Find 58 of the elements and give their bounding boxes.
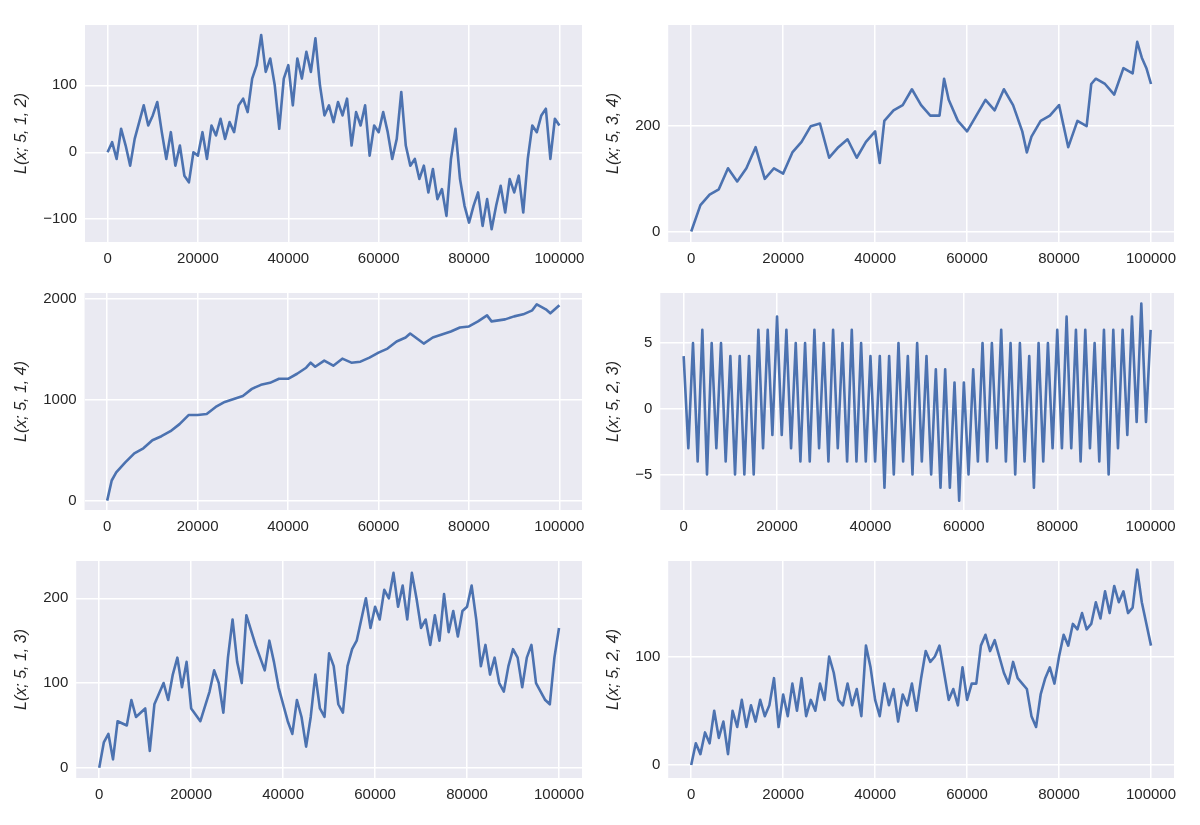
- x-tick-label: 100000: [534, 517, 585, 535]
- x-tick-label: 40000: [267, 249, 310, 267]
- x-tick-label: 60000: [942, 517, 985, 535]
- x-tick-label: 80000: [1038, 249, 1080, 267]
- y-axis-title: L(x; 5, 2, 3): [604, 361, 622, 442]
- x-tick-label: 0: [679, 517, 688, 535]
- x-tick-label: 20000: [756, 517, 798, 535]
- y-tick-label: −100: [43, 209, 77, 227]
- x-tick-label: 40000: [267, 517, 309, 535]
- x-tick-label: 60000: [357, 517, 400, 535]
- y-tick-label: 100: [635, 646, 661, 664]
- x-tick-label: 100000: [533, 785, 585, 803]
- x-tick-label: 20000: [177, 249, 219, 267]
- y-tick-label: 200: [43, 588, 69, 606]
- y-tick-label: −5: [635, 464, 653, 482]
- x-tick-label: 80000: [1036, 517, 1079, 535]
- x-tick-label: 20000: [762, 249, 805, 267]
- x-tick-label: 60000: [946, 785, 988, 803]
- x-tick-label: 20000: [762, 785, 805, 803]
- y-tick-label: 0: [59, 757, 69, 775]
- y-axis-title: L(x; 5, 2, 4): [604, 629, 622, 710]
- y-tick-label: 1000: [43, 390, 77, 408]
- x-tick-label: 40000: [262, 785, 304, 803]
- x-tick-label: 0: [95, 785, 104, 803]
- y-tick-label: 0: [651, 755, 661, 773]
- x-tick-label: 0: [687, 249, 696, 267]
- y-tick-label: 100: [43, 673, 69, 691]
- x-tick-label: 80000: [448, 249, 490, 267]
- x-tick-label: 80000: [1038, 785, 1080, 803]
- x-tick-label: 40000: [849, 517, 892, 535]
- x-tick-label: 60000: [946, 249, 988, 267]
- x-tick-label: 100000: [1125, 517, 1176, 535]
- x-tick-label: 40000: [854, 785, 896, 803]
- x-tick-label: 20000: [176, 517, 219, 535]
- x-tick-label: 0: [103, 249, 112, 267]
- y-tick-label: 0: [643, 398, 653, 416]
- y-axis-title: L(x; 5, 1, 2): [12, 93, 30, 174]
- x-tick-label: 60000: [354, 785, 396, 803]
- y-tick-label: 200: [635, 116, 661, 134]
- x-tick-label: 40000: [854, 249, 896, 267]
- x-tick-label: 20000: [170, 785, 213, 803]
- x-tick-label: 80000: [448, 517, 490, 535]
- y-tick-label: 5: [643, 333, 653, 351]
- x-tick-label: 100000: [1125, 249, 1177, 267]
- y-axis-title: L(x; 5, 1, 3): [12, 629, 30, 710]
- y-tick-label: 0: [68, 490, 77, 508]
- y-tick-label: 100: [51, 75, 77, 93]
- y-axis-title: L(x; 5, 3, 4): [604, 93, 622, 174]
- x-tick-label: 0: [687, 785, 696, 803]
- x-tick-label: 80000: [446, 785, 488, 803]
- y-tick-label: 2000: [43, 289, 77, 307]
- y-axis-title: L(x; 5, 1, 4): [12, 361, 30, 442]
- y-tick-label: 0: [651, 221, 661, 239]
- x-tick-label: 100000: [1125, 785, 1177, 803]
- y-tick-label: 0: [68, 142, 77, 160]
- x-tick-label: 100000: [534, 249, 585, 267]
- x-tick-label: 0: [103, 517, 112, 535]
- x-tick-label: 60000: [357, 249, 400, 267]
